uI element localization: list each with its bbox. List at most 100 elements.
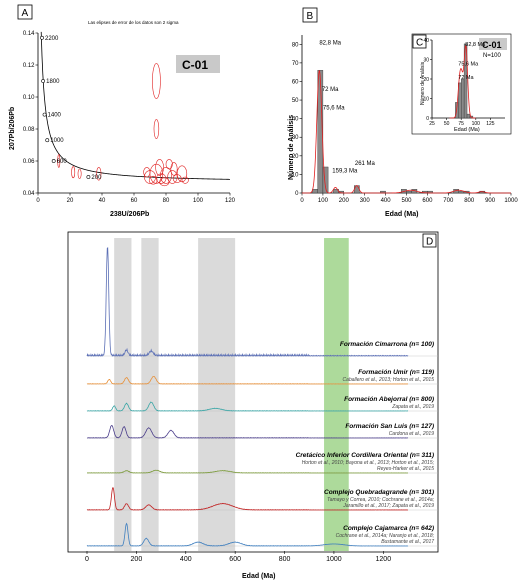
panel-d-letter-box [422, 233, 437, 248]
a-error-ellipse [153, 119, 160, 139]
d-series-curve [86, 425, 409, 439]
b-density-curve [302, 70, 511, 194]
d-shaded-band [141, 238, 159, 551]
a-error-ellipse [77, 168, 82, 179]
a-concordia-label: 1800 [46, 79, 60, 85]
b-annotation: 82,8 Ma [319, 40, 341, 46]
d-x-tick-label: 1000 [326, 556, 342, 563]
a-concordia-marker [42, 112, 47, 117]
a-error-ellipse [160, 167, 172, 184]
b-histogram-bar [317, 70, 324, 194]
b-y-tick-label: 80 [292, 42, 299, 48]
panel-a-xlabel: 238U/206Pb [110, 211, 149, 218]
panel-d: D Edad (Ma) 0 200 400 600 800 1000 1200 Formaci… [67, 231, 439, 580]
a-x-tick-label: 0 [36, 198, 40, 204]
a-concordia-label: 1400 [48, 113, 62, 119]
b-x-tick-label: 200 [339, 198, 350, 204]
d-series-name: Formación Cimarrona (n= 100) [340, 341, 434, 348]
b-annotation: 261 Ma [355, 161, 376, 167]
a-concordia-marker [40, 35, 44, 40]
panel-a-note: Las elipses de error de los datos son 2 … [88, 20, 179, 25]
d-series-name: Formación Umir (n= 119) [358, 369, 434, 376]
b-y-tick-label: 40 [292, 117, 299, 123]
a-error-ellipse [96, 167, 102, 181]
d-series-ref: Tamayo y Correa, 2010; Cochrane et al., … [327, 497, 434, 503]
a-error-ellipse [148, 175, 158, 185]
a-x-tick-label: 20 [67, 198, 74, 204]
b-histogram-bar [354, 185, 360, 194]
b-x-tick-label: 100 [318, 198, 329, 204]
panel-c-n-label: N=100 [483, 53, 502, 59]
d-series-curve [86, 401, 409, 412]
b-histogram-bar [322, 166, 329, 194]
a-concordia-marker [51, 159, 56, 163]
panel-a-letter: A [22, 8, 29, 19]
a-concordia-label: 2200 [45, 36, 59, 42]
a-error-ellipse [71, 166, 76, 179]
c-y-tick-label: 40 [423, 38, 429, 44]
a-error-ellipse [152, 63, 161, 99]
c-histogram-bar [466, 113, 471, 119]
c-x-tick-label: 125 [486, 121, 495, 127]
c-histogram-bar [461, 78, 465, 119]
panel-c-letter-box [412, 34, 427, 49]
a-error-ellipse [176, 165, 188, 183]
d-series-ref: Jaramillo et al., 2017; Zapata et al., 2… [342, 503, 434, 509]
d-x-tick-label: 1200 [376, 556, 392, 563]
d-shaded-band [324, 238, 349, 551]
d-x-tick-label: 800 [279, 556, 291, 563]
panel-c-badge-box [479, 38, 507, 50]
a-error-ellipse [143, 167, 151, 178]
c-y-tick-label: 0 [426, 116, 429, 122]
d-x-tick-label: 0 [85, 556, 89, 563]
panel-c-xlabel: Edad (Ma) [454, 127, 480, 133]
panel-c: C C-01 N=100 Número de Análisis Edad (Ma… [411, 33, 512, 135]
b-x-tick-label: 900 [485, 198, 496, 204]
b-y-tick-label: 70 [292, 61, 299, 67]
panel-a-badge-box [176, 55, 220, 73]
c-density-curve [449, 45, 476, 119]
a-y-tick-label: 0.12 [23, 63, 35, 69]
b-histogram-bar [406, 190, 412, 194]
c-y-tick-label: 30 [423, 57, 429, 63]
panel-a-ylabel: 207Pb/206Pb [9, 107, 16, 150]
a-error-ellipse [159, 177, 170, 187]
c-y-tick-label: 10 [423, 96, 429, 102]
a-error-ellipse [155, 159, 164, 176]
d-series-name: Cretácico Inferior Cordillera Oriental (… [296, 452, 434, 459]
a-x-tick-label: 100 [193, 198, 204, 204]
a-error-ellipse [170, 162, 178, 176]
a-error-ellipse [181, 176, 189, 184]
d-series-ref: Cochrane et al., 2014a; Naranjo et al., … [336, 533, 435, 539]
panel-b: B Número de Análisis Edad (Ma) 0 100 200 30… [288, 7, 518, 218]
panel-c-letter: C [416, 38, 423, 49]
b-x-tick-label: 800 [464, 198, 475, 204]
c-annotation: 82,8 Ma [465, 42, 486, 48]
d-x-tick-label: 400 [180, 556, 192, 563]
a-concordia-curve [40, 31, 231, 180]
d-series-curve [87, 469, 408, 474]
b-annotation: 75,6 Ma [323, 105, 345, 111]
b-x-tick-label: 700 [443, 198, 454, 204]
d-series-name: Complejo Quebradagrande (n= 301) [324, 489, 434, 496]
a-y-tick-label: 0.04 [23, 191, 35, 197]
c-y-tick-label: 20 [423, 77, 429, 83]
d-x-tick-label: 600 [229, 556, 241, 563]
b-annotation: 72 Ma [322, 87, 339, 93]
d-series-ref: Zapata et al., 2019 [391, 404, 434, 410]
c-x-tick-label: 75 [458, 121, 464, 127]
b-y-tick-label: 60 [292, 79, 299, 85]
panel-a: A Las elipses de error de los datos son … [9, 4, 236, 218]
a-x-tick-label: 40 [99, 198, 106, 204]
a-concordia-label: 200 [91, 175, 102, 181]
panel-d-letter: D [426, 237, 433, 248]
b-x-tick-label: 300 [360, 198, 371, 204]
d-shaded-band [198, 238, 236, 551]
d-series-curve [86, 375, 409, 385]
panel-b-ylabel: Número de Análisis [288, 115, 295, 180]
a-x-tick-label: 60 [131, 198, 138, 204]
b-x-tick-label: 0 [300, 198, 304, 204]
a-error-ellipse [57, 154, 61, 168]
a-error-ellipse [167, 170, 178, 184]
